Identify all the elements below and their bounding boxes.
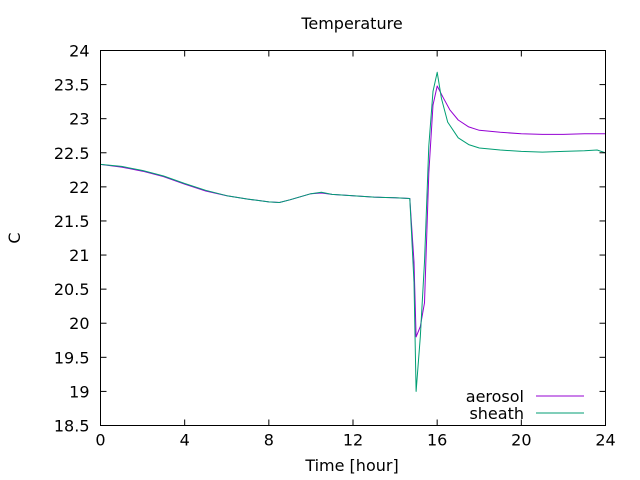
x-axis-label: Time [hour]	[304, 456, 398, 475]
x-tick-label: 0	[95, 431, 105, 450]
y-tick-label: 22	[69, 178, 89, 197]
y-tick-label: 19	[69, 382, 89, 401]
y-axis-label: C	[5, 232, 24, 243]
x-tick-label: 16	[427, 431, 447, 450]
legend-label-aerosol: aerosol	[466, 387, 524, 406]
series-lines	[100, 71, 606, 392]
plot-frame	[100, 50, 606, 426]
y-tick-label: 19.5	[54, 348, 90, 367]
x-tick-label: 8	[264, 431, 274, 450]
y-tick-label: 18.5	[54, 417, 90, 436]
series-line-aerosol	[100, 85, 606, 338]
y-tick-label: 21.5	[54, 212, 90, 231]
y-tick-label: 20.5	[54, 280, 90, 299]
axis-ticks: 0 4 8 12 16 20 24 18.5 19 19.5 20 20.5 21 21.5 22 22.5 2…	[54, 42, 616, 450]
y-tick-label: 23	[69, 110, 89, 129]
legend-label-sheath: sheath	[469, 404, 524, 423]
y-tick-label: 23.5	[54, 76, 90, 95]
chart-title: Temperature	[300, 14, 402, 33]
y-tick-label: 24	[69, 42, 89, 61]
x-tick-label: 12	[343, 431, 363, 450]
y-tick-label: 21	[69, 246, 89, 265]
series-line-sheath	[100, 71, 606, 392]
x-tick-label: 20	[511, 431, 531, 450]
x-tick-label: 24	[595, 431, 615, 450]
x-tick-label: 4	[180, 431, 190, 450]
y-tick-label: 22.5	[54, 144, 90, 163]
y-tick-label: 20	[69, 314, 89, 333]
